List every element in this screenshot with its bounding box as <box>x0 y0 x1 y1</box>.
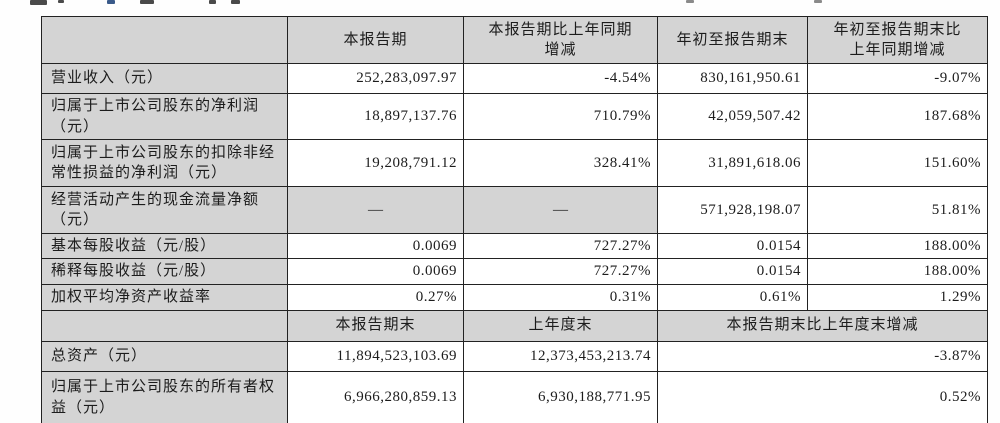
clipped-heading-fragment <box>0 0 1000 6</box>
table-row: 归属于上市公司股东的净利润（元） 18,897,137.76 710.79% 4… <box>41 93 988 140</box>
cash-flow-ytd: 571,928,198.07 <box>657 186 808 234</box>
diluted-eps-current-change: 727.27% <box>463 258 658 285</box>
excl-nonrecurring-ytd-change: 151.60% <box>807 139 988 187</box>
table-row: 归属于上市公司股东的所有者权益（元） 6,966,280,859.13 6,93… <box>41 370 988 423</box>
owners-equity-current: 6,966,280,859.13 <box>287 370 464 423</box>
owners-equity-prior: 6,930,188,771.95 <box>463 370 658 423</box>
roe-ytd: 0.61% <box>657 283 808 311</box>
row-label-total-assets: 总资产（元） <box>41 340 288 372</box>
total-assets-current: 11,894,523,103.69 <box>287 340 464 372</box>
excl-nonrecurring-ytd: 31,891,618.06 <box>657 139 808 187</box>
roe-ytd-change: 1.29% <box>807 283 988 311</box>
revenue-current-change: -4.54% <box>463 63 658 94</box>
cash-flow-current-dash: — <box>287 186 464 234</box>
header-ytd: 年初至报告期末 <box>657 16 808 64</box>
row-label-diluted-eps: 稀释每股收益（元/股） <box>41 258 288 285</box>
table-header-row-yearend: 本报告期末 上年度末 本报告期末比上年度末增减 <box>41 309 988 342</box>
header-prior-yearend: 上年度末 <box>463 309 658 342</box>
roe-current: 0.27% <box>287 283 464 311</box>
table-row: 稀释每股收益（元/股） 0.0069 727.27% 0.0154 188.00… <box>41 258 988 285</box>
total-assets-change: -3.87% <box>657 340 988 372</box>
owners-equity-change: 0.52% <box>657 370 988 423</box>
key-financials-table: 本报告期 本报告期比上年同期 增减 年初至报告期末 年初至报告期末比 上年同期增… <box>41 16 988 423</box>
header-period-end: 本报告期末 <box>287 309 464 342</box>
net-profit-current: 18,897,137.76 <box>287 93 464 140</box>
diluted-eps-ytd-change: 188.00% <box>807 258 988 285</box>
excl-nonrecurring-current: 19,208,791.12 <box>287 139 464 187</box>
row-label-owners-equity: 归属于上市公司股东的所有者权益（元） <box>41 370 288 423</box>
header-current-period: 本报告期 <box>287 16 464 64</box>
diluted-eps-current: 0.0069 <box>287 258 464 285</box>
row-label-net-profit: 归属于上市公司股东的净利润（元） <box>41 93 288 140</box>
basic-eps-ytd-change: 188.00% <box>807 232 988 260</box>
net-profit-ytd: 42,059,507.42 <box>657 93 808 140</box>
total-assets-prior: 12,373,453,213.74 <box>463 340 658 372</box>
basic-eps-current: 0.0069 <box>287 232 464 260</box>
table-row: 归属于上市公司股东的扣除非经常性损益的净利润（元） 19,208,791.12 … <box>41 139 988 187</box>
revenue-ytd-change: -9.07% <box>807 63 988 94</box>
row-label-basic-eps: 基本每股收益（元/股） <box>41 232 288 260</box>
table-row: 营业收入（元） 252,283,097.97 -4.54% 830,161,95… <box>41 63 988 94</box>
net-profit-ytd-change: 187.68% <box>807 93 988 140</box>
net-profit-current-change: 710.79% <box>463 93 658 140</box>
excl-nonrecurring-current-change: 328.41% <box>463 139 658 187</box>
basic-eps-ytd: 0.0154 <box>657 232 808 260</box>
table-header-row-period: 本报告期 本报告期比上年同期 增减 年初至报告期末 年初至报告期末比 上年同期增… <box>41 16 988 64</box>
header-ytd-change: 年初至报告期末比 上年同期增减 <box>807 16 988 64</box>
row-label-net-profit-excl-nonrecurring: 归属于上市公司股东的扣除非经常性损益的净利润（元） <box>41 139 288 187</box>
cash-flow-current-change-dash: — <box>463 186 658 234</box>
header-yearend-change: 本报告期末比上年度末增减 <box>657 309 988 342</box>
row-label-revenue: 营业收入（元） <box>41 63 288 94</box>
row-label-weighted-avg-roe: 加权平均净资产收益率 <box>41 283 288 311</box>
table-row: 基本每股收益（元/股） 0.0069 727.27% 0.0154 188.00… <box>41 232 988 260</box>
roe-current-change: 0.31% <box>463 283 658 311</box>
row-label-operating-cash-flow: 经营活动产生的现金流量净额（元） <box>41 186 288 234</box>
table-row: 经营活动产生的现金流量净额（元） — — 571,928,198.07 51.8… <box>41 186 988 234</box>
diluted-eps-ytd: 0.0154 <box>657 258 808 285</box>
revenue-current: 252,283,097.97 <box>287 63 464 94</box>
table-row: 总资产（元） 11,894,523,103.69 12,373,453,213.… <box>41 340 988 372</box>
basic-eps-current-change: 727.27% <box>463 232 658 260</box>
header-blank-cell <box>41 16 288 64</box>
cash-flow-ytd-change: 51.81% <box>807 186 988 234</box>
table-row: 加权平均净资产收益率 0.27% 0.31% 0.61% 1.29% <box>41 283 988 311</box>
header2-blank-cell <box>41 309 288 342</box>
revenue-ytd: 830,161,950.61 <box>657 63 808 94</box>
header-current-period-change: 本报告期比上年同期 增减 <box>463 16 658 64</box>
